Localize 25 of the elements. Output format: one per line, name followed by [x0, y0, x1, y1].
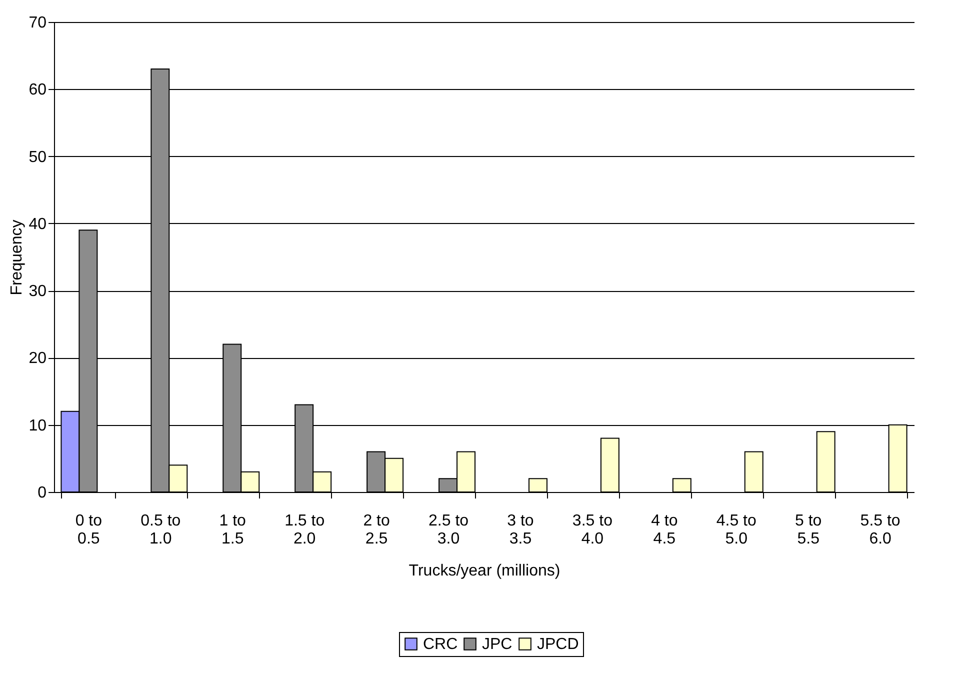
- legend-label: JPC: [482, 636, 512, 653]
- y-axis-title: Frequency: [8, 220, 26, 296]
- x-tick-label: 5.5 to 6.0: [860, 512, 900, 548]
- y-tick-label: 60: [28, 82, 47, 99]
- legend-label: CRC: [423, 636, 458, 653]
- x-tick-label: 1.5 to 2.0: [284, 512, 325, 548]
- y-tick-label: 70: [28, 14, 47, 32]
- x-tick-label: 3 to 3.5: [507, 512, 534, 548]
- x-tick-label: 2 to 2.5: [363, 512, 390, 548]
- y-tick-label: 50: [28, 148, 47, 166]
- x-tick-label: 5 to 5.5: [795, 512, 822, 548]
- x-tick-label: 3.5 to 4.0: [572, 512, 613, 548]
- x-tick-label: 1 to 1.5: [219, 512, 246, 548]
- x-tick-label: 2.5 to 3.0: [428, 512, 469, 548]
- y-tick-label: 0: [38, 484, 47, 502]
- y-tick-label: 30: [28, 283, 47, 300]
- legend-label: JPCD: [537, 636, 579, 653]
- x-tick-label: 0.5 to 1.0: [140, 512, 181, 548]
- x-tick-label: 4 to 4.5: [651, 512, 678, 548]
- x-axis-title: Trucks/year (millions): [408, 562, 560, 580]
- x-tick-label: 0 to 0.5: [75, 512, 102, 548]
- x-tick-label: 4.5 to 5.0: [716, 512, 756, 548]
- y-tick-label: 40: [28, 216, 47, 233]
- y-tick-label: 10: [28, 417, 47, 434]
- y-tick-label: 20: [28, 350, 47, 368]
